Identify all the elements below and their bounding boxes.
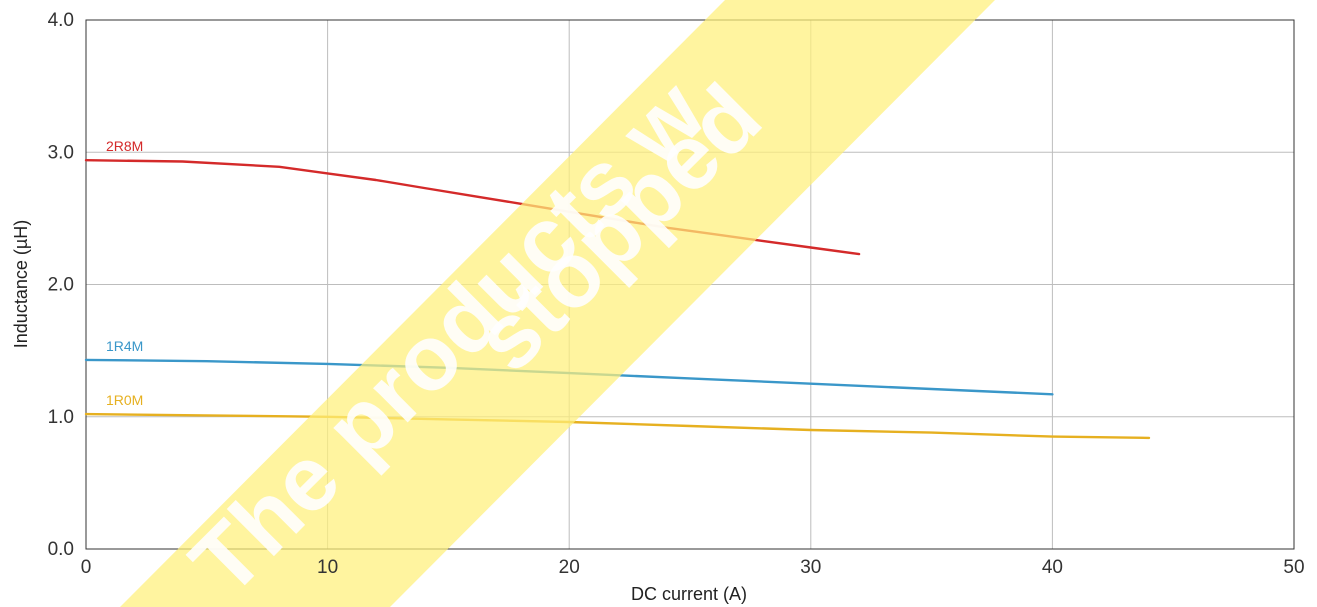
x-axis-label: DC current (A) — [631, 584, 747, 604]
series-label-1r0m: 1R0M — [106, 392, 143, 408]
x-tick-label: 20 — [559, 557, 580, 578]
y-tick-label: 3.0 — [48, 142, 74, 163]
tick-labels: 0 10 20 30 40 50 0.0 1.0 2.0 3.0 4.0 — [48, 10, 1305, 578]
y-tick-label: 0.0 — [48, 539, 74, 560]
x-tick-label: 30 — [800, 557, 821, 578]
x-tick-label: 10 — [317, 557, 338, 578]
discontinued-watermark: The products w stopped — [120, 0, 995, 607]
y-tick-label: 4.0 — [48, 10, 74, 31]
series-label-1r4m: 1R4M — [106, 338, 143, 354]
y-axis-label: Inductance (µH) — [11, 220, 31, 348]
x-tick-label: 40 — [1042, 557, 1063, 578]
x-tick-label: 50 — [1283, 557, 1304, 578]
series-label-2r8m: 2R8M — [106, 138, 143, 154]
y-tick-label: 1.0 — [48, 407, 74, 428]
y-tick-label: 2.0 — [48, 275, 74, 296]
watermark-band — [120, 0, 995, 607]
plot-frame — [85, 19, 1295, 550]
x-tick-label: 0 — [81, 557, 92, 578]
series-line-1r0m — [84, 412, 1151, 440]
